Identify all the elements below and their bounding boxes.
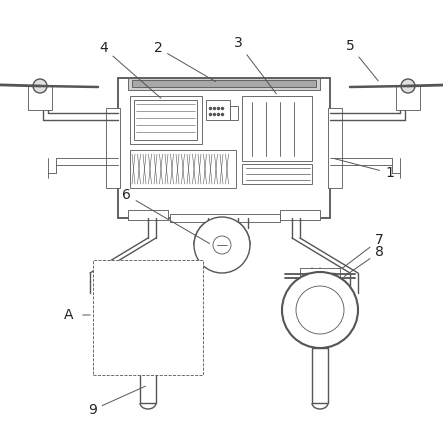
- Bar: [132, 80, 316, 87]
- Bar: [130, 150, 236, 188]
- Text: 4: 4: [99, 41, 161, 98]
- Text: 8: 8: [344, 245, 384, 277]
- Bar: [140, 348, 156, 403]
- Bar: [206, 100, 230, 120]
- Bar: [130, 96, 202, 144]
- Bar: [118, 78, 330, 218]
- Circle shape: [110, 272, 186, 348]
- Circle shape: [213, 236, 231, 254]
- Bar: [328, 108, 342, 188]
- Circle shape: [194, 217, 250, 273]
- Bar: [312, 348, 328, 403]
- Text: A: A: [63, 308, 73, 322]
- Bar: [28, 86, 52, 110]
- Circle shape: [296, 286, 344, 334]
- Bar: [396, 86, 420, 110]
- Circle shape: [33, 79, 47, 93]
- Text: 3: 3: [233, 36, 276, 94]
- Text: 5: 5: [346, 39, 378, 81]
- Bar: [128, 210, 168, 220]
- Bar: [134, 100, 197, 140]
- Bar: [170, 214, 280, 222]
- Bar: [128, 268, 168, 282]
- Circle shape: [282, 272, 358, 348]
- Circle shape: [124, 286, 172, 334]
- Bar: [128, 78, 320, 90]
- Text: 1: 1: [335, 159, 394, 180]
- Bar: [280, 210, 320, 220]
- Bar: [106, 108, 120, 188]
- Bar: [242, 96, 312, 161]
- Text: 9: 9: [88, 386, 145, 417]
- Bar: [242, 164, 312, 184]
- Text: 2: 2: [154, 41, 216, 82]
- Circle shape: [401, 79, 415, 93]
- Text: 7: 7: [342, 233, 384, 268]
- Text: 6: 6: [122, 188, 210, 244]
- Bar: [300, 268, 340, 282]
- Bar: [230, 106, 238, 120]
- Bar: [93, 260, 203, 375]
